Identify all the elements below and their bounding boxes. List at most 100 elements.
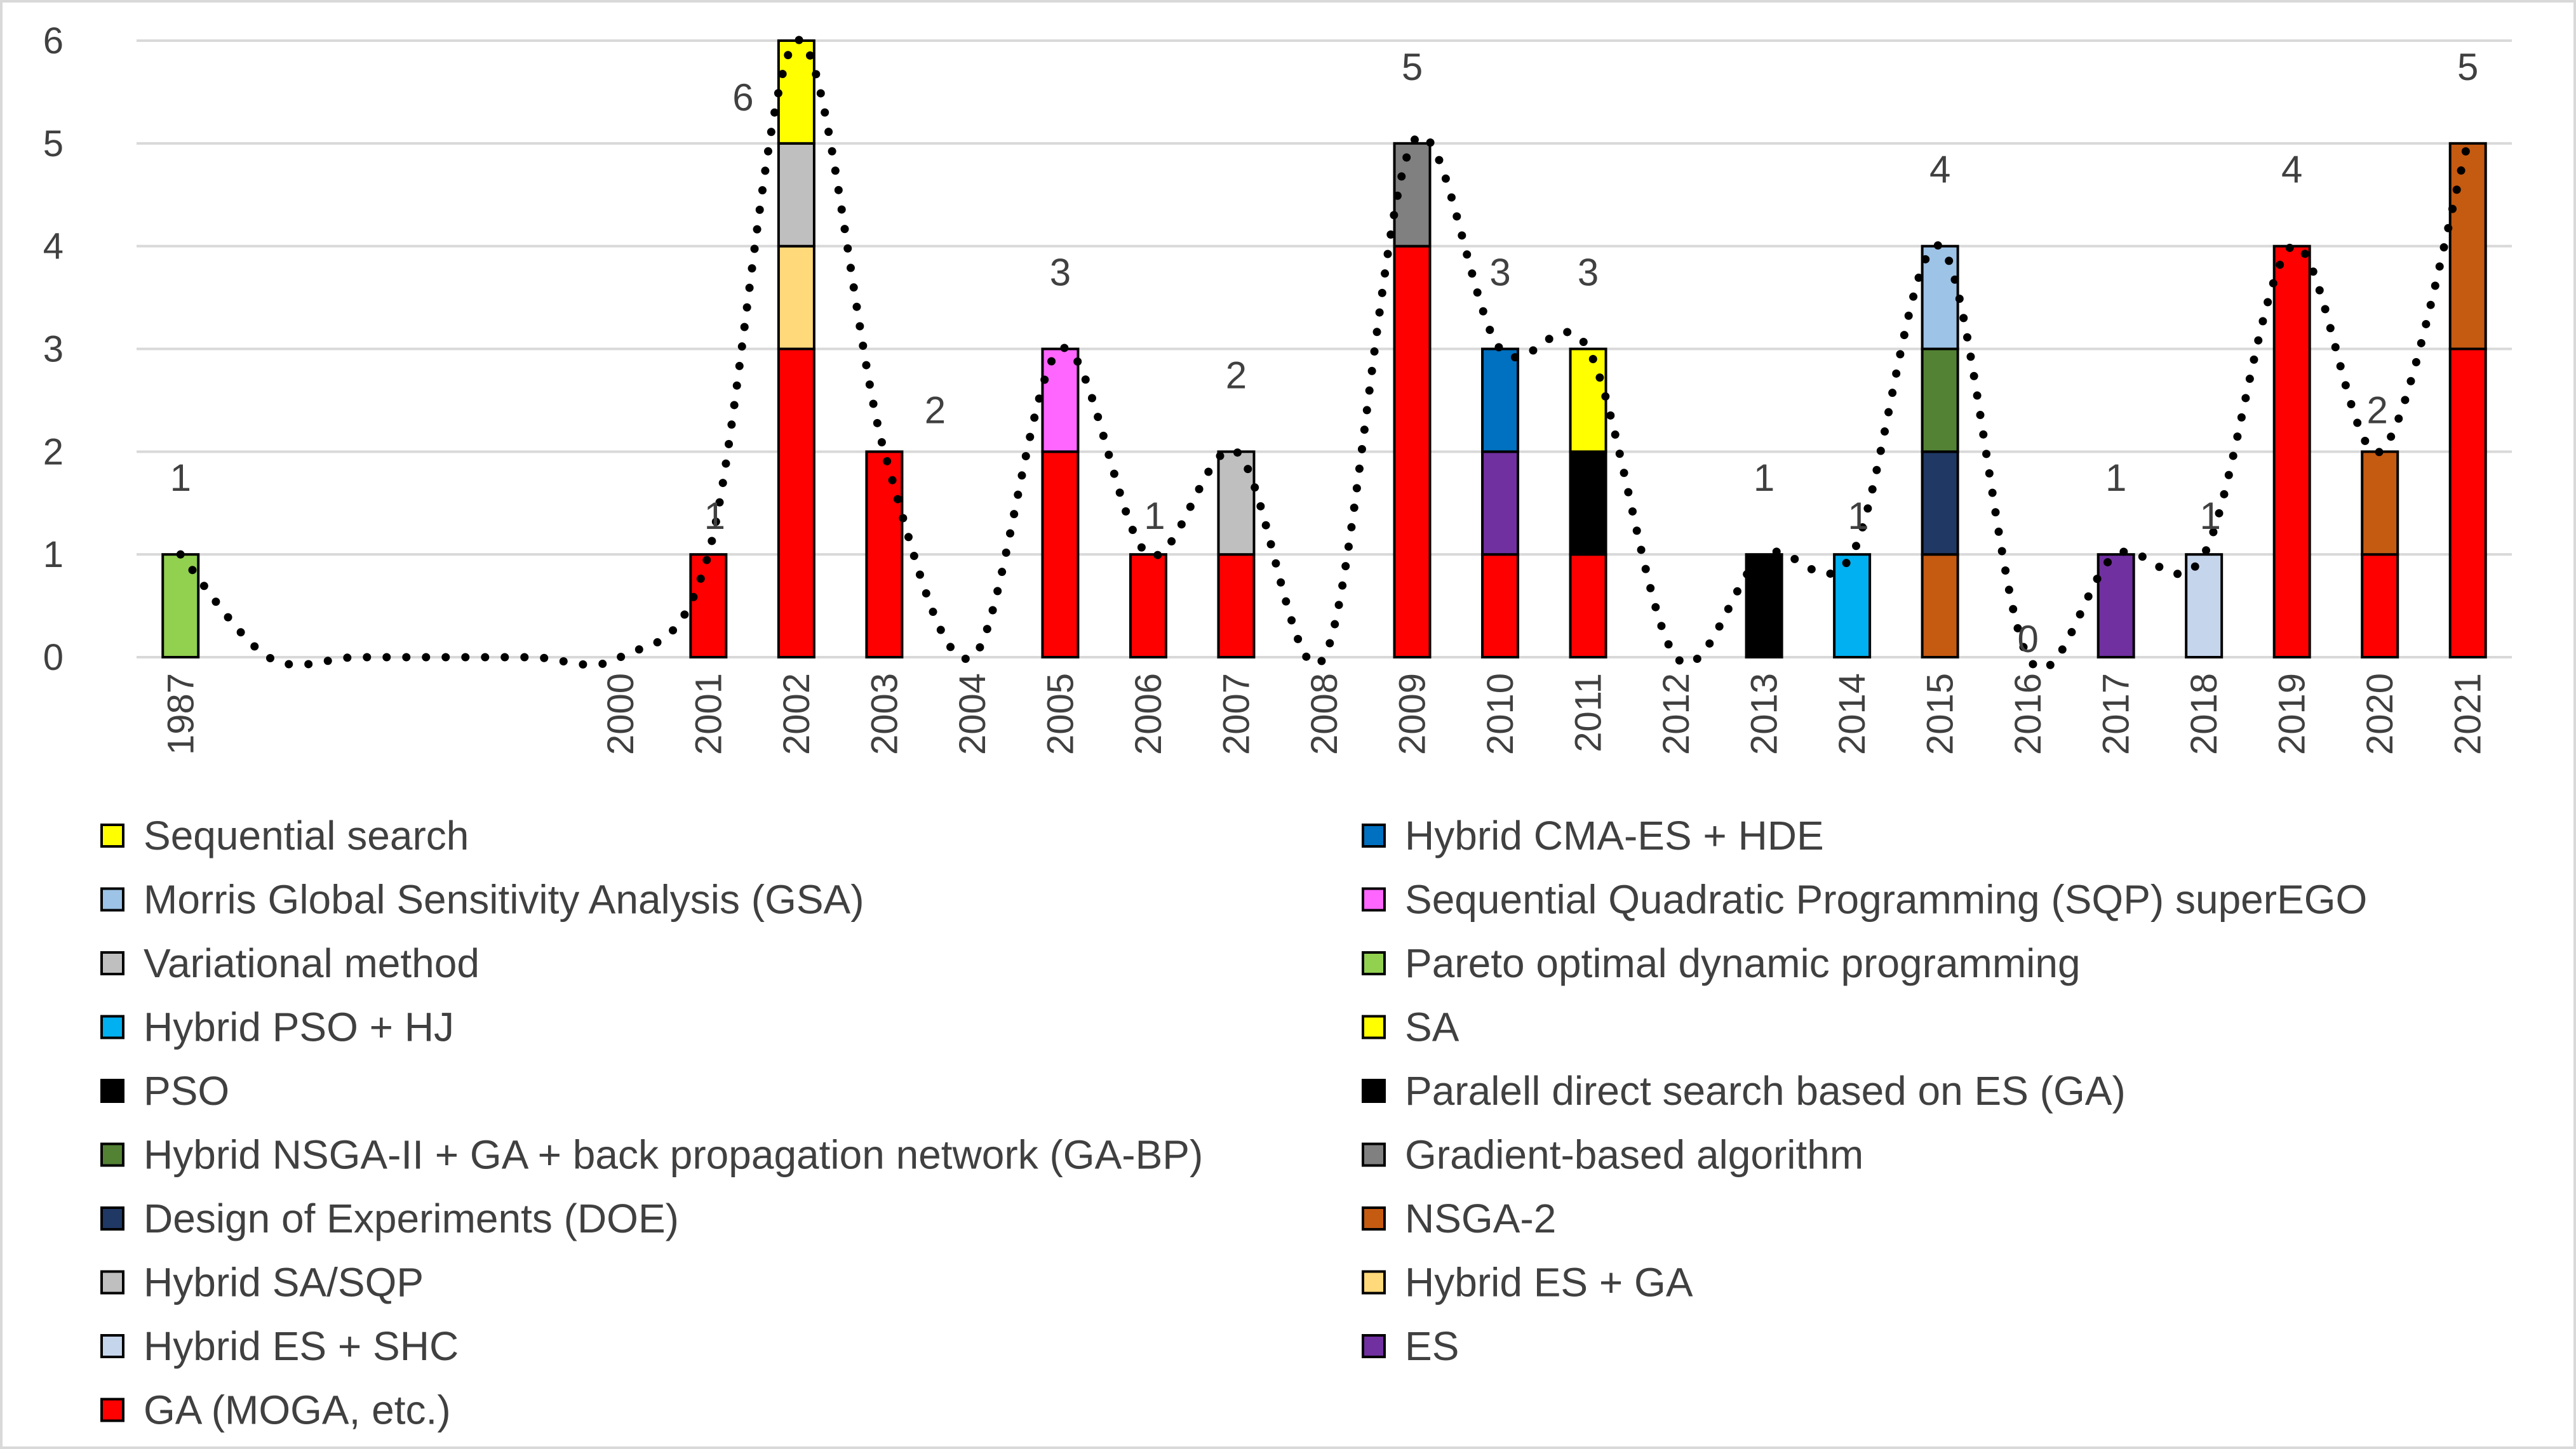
x-tick-label: 2004	[952, 673, 993, 755]
x-tick-label: 2019	[2272, 673, 2313, 755]
legend-swatch-hybrid-es-ga	[1362, 1270, 1386, 1295]
x-tick-label: 2008	[1304, 673, 1345, 755]
bar-segment-nsga-2	[2448, 142, 2487, 351]
total-label: 5	[1402, 46, 1423, 88]
total-label: 3	[1578, 251, 1599, 294]
legend-swatch-hybrid-cma-es-hde	[1362, 824, 1386, 848]
trendline	[176, 36, 2472, 673]
bar-segment-ga-moga-etc	[689, 553, 728, 659]
legend-swatch-pso	[100, 1079, 124, 1103]
bar-segment-hybrid-sa-sqp	[777, 142, 815, 248]
total-label: 4	[2281, 149, 2302, 191]
legend-swatch-sequential-search	[100, 824, 124, 848]
x-tick-label: 2016	[2008, 673, 2049, 755]
x-tick-label: 2018	[2184, 673, 2225, 755]
total-label: 1	[704, 495, 725, 537]
legend-label-sa: SA	[1405, 1005, 1459, 1050]
trendline-layer	[176, 36, 2472, 673]
x-tick-label: 2007	[1216, 673, 1257, 755]
bar-segment-pso	[1745, 553, 1783, 659]
bar-segment-hybrid-pso-hj	[1833, 553, 1872, 659]
x-tick-label: 2005	[1040, 673, 1081, 755]
y-tick-label: 0	[43, 637, 64, 678]
y-tick-label: 3	[43, 329, 64, 370]
x-tick-label: 2001	[688, 673, 729, 755]
y-tick-label: 1	[43, 534, 64, 575]
bar-segment-ga-moga-etc	[1041, 450, 1080, 658]
legend-label-morris-global-sensitivity-analysis-gsa: Morris Global Sensitivity Analysis (GSA)	[144, 877, 864, 923]
legend-label-sequential-quadratic-programming-sqp-superego: Sequential Quadratic Programming (SQP) s…	[1405, 877, 2367, 923]
total-label: 1	[170, 457, 191, 499]
x-tick-label: 2000	[600, 673, 641, 755]
legend-label-design-of-experiments-doe: Design of Experiments (DOE)	[144, 1196, 679, 1241]
legend-swatch-paralell-direct-search-based-on-es-ga	[1362, 1079, 1386, 1103]
legend-label-sequential-search: Sequential search	[144, 813, 469, 858]
x-tick-label: 2014	[1832, 673, 1873, 755]
legend-label-pso: PSO	[144, 1068, 229, 1114]
x-tick-label: 2002	[776, 673, 817, 755]
x-tick-label: 2017	[2096, 673, 2137, 755]
x-tick-label: 2015	[1920, 673, 1961, 755]
bar-segment-ga-moga-etc	[1217, 553, 1256, 659]
x-tick-label: 2009	[1392, 673, 1433, 755]
legend-swatch-hybrid-nsga-ii-ga-back-propagation-network-ga-bp	[100, 1142, 124, 1167]
x-tick-label: 1987	[160, 673, 201, 755]
legend-label-variational-method: Variational method	[144, 940, 480, 986]
bar-segment-hybrid-es-ga	[777, 244, 815, 351]
legend-label-gradient-based-algorithm: Gradient-based algorithm	[1405, 1132, 1863, 1178]
bar-segment-hybrid-nsga-ii-ga-back-propagation-network-ga-bp	[1921, 347, 1959, 453]
legend-swatch-es	[1362, 1334, 1386, 1358]
bar-segment-ga-moga-etc	[1481, 553, 1520, 659]
total-labels: 1 1 6 2 3 1 2 5 3 3 1 1 4 0 1 1 4 2 5	[170, 46, 2479, 660]
bar-segment-ga-moga-etc	[1129, 553, 1167, 659]
bar-segment-ga-moga-etc	[865, 450, 904, 658]
legend-label-hybrid-es-shc: Hybrid ES + SHC	[144, 1323, 459, 1369]
bar-segment-ga-moga-etc	[2361, 553, 2399, 659]
legend-swatch-ga-moga-etc	[100, 1398, 124, 1422]
bar-segment-ga-moga-etc	[777, 347, 815, 658]
legend-swatch-morris-global-sensitivity-analysis-gsa	[100, 887, 124, 912]
y-tick-label: 4	[43, 226, 64, 267]
legend-swatch-sa	[1362, 1015, 1386, 1039]
x-tick-label: 2010	[1480, 673, 1521, 755]
legend-swatch-hybrid-es-shc	[100, 1334, 124, 1358]
y-tick-label: 5	[43, 123, 64, 164]
total-label: 2	[2367, 389, 2388, 432]
x-tick-label: 2021	[2448, 673, 2489, 755]
total-label: 2	[925, 389, 946, 432]
legend-swatch-sequential-quadratic-programming-sqp-superego	[1362, 887, 1386, 912]
total-label: 1	[1144, 495, 1165, 537]
y-tick-label: 2	[43, 431, 64, 472]
total-label: 1	[1848, 495, 1868, 537]
legend-label-nsga-2: NSGA-2	[1405, 1196, 1556, 1241]
x-tick-label: 2011	[1568, 673, 1609, 752]
x-tick-label: 2006	[1128, 673, 1169, 755]
bar-segment-hybrid-cma-es-hde	[1481, 347, 1520, 453]
legend-label-es: ES	[1405, 1323, 1459, 1369]
bar-segment-nsga-2	[2361, 450, 2399, 556]
legend-label-pareto-optimal-dynamic-programming: Pareto optimal dynamic programming	[1405, 940, 2081, 986]
legend-label-hybrid-cma-es-hde: Hybrid CMA-ES + HDE	[1405, 813, 1824, 858]
total-label: 4	[1929, 149, 1950, 191]
bar-segment-es	[1481, 450, 1520, 556]
total-label: 6	[732, 76, 753, 119]
legend-label-hybrid-sa-sqp: Hybrid SA/SQP	[144, 1260, 424, 1305]
x-tick-label: 2003	[864, 673, 905, 755]
total-label: 5	[2457, 46, 2478, 88]
total-label: 1	[2199, 495, 2220, 537]
total-label: 2	[1226, 354, 1247, 396]
total-label: 3	[1489, 251, 1510, 294]
legend-label-hybrid-es-ga: Hybrid ES + GA	[1405, 1260, 1693, 1305]
bar-segment-ga-moga-etc	[1393, 244, 1432, 658]
bar-segment-hybrid-es-shc	[2185, 553, 2224, 659]
bar-segment-es	[2096, 553, 2135, 659]
x-tick-label: 2013	[1744, 673, 1785, 755]
legend-swatch-variational-method	[100, 951, 124, 975]
legend-swatch-design-of-experiments-doe	[100, 1206, 124, 1231]
x-tick-label: 2012	[1656, 673, 1697, 755]
bar-segment-nsga-2	[1921, 553, 1959, 659]
bar-segment-paralell-direct-search-based-on-es-ga	[1569, 450, 1607, 556]
legend-swatch-nsga-2	[1362, 1206, 1386, 1231]
x-tick-label: 2020	[2359, 673, 2401, 755]
gridlines	[137, 39, 2512, 658]
